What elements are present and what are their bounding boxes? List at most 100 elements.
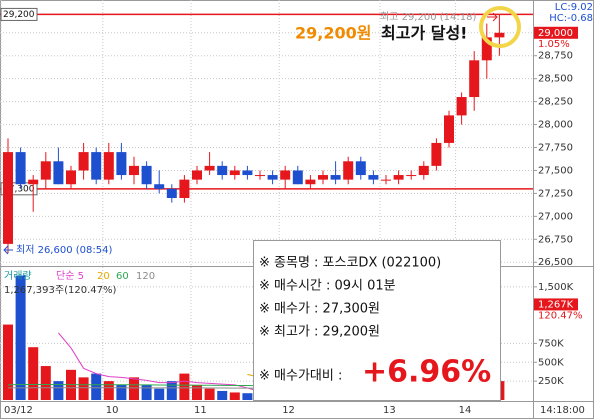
y-tick-label: 250K	[538, 376, 564, 387]
candle-body	[204, 165, 215, 171]
y-tick-label: 27,750	[538, 143, 573, 154]
candle-body	[129, 165, 139, 176]
info-box	[253, 240, 501, 401]
plot: 26,500 26,750 27,000 27,250 27,500 27,750 28,0…	[0, 0, 583, 416]
volume-bar	[242, 393, 253, 400]
candle-body	[116, 152, 127, 176]
candle-body	[456, 97, 467, 116]
volume-bar	[28, 347, 39, 400]
time-label: 14:18:00	[540, 405, 585, 416]
low-arrow	[3, 245, 13, 255]
y-tick-label: 26,500	[538, 257, 573, 268]
info-line: ※ 매수가대비 :	[259, 369, 342, 384]
candle-body	[494, 32, 505, 38]
candle-body	[469, 60, 480, 98]
x-tick-label: 12	[282, 405, 295, 416]
y-tick-label: 28,000	[538, 120, 573, 131]
info-line: ※ 종목명 : 포스코DX (022100)	[259, 256, 441, 271]
legend-entry: 단순 5	[56, 270, 84, 282]
candle-body	[3, 152, 13, 244]
candle-body	[481, 37, 492, 61]
candle-body	[318, 175, 328, 180]
reference-label: 27,300	[3, 184, 35, 194]
legend-entry: 60	[116, 271, 129, 282]
x-tick-label: 14	[459, 405, 472, 416]
candle-body	[229, 170, 240, 176]
high-note: 최고 29,200 (14:18)	[380, 11, 476, 23]
candle-body	[192, 170, 202, 180]
high-arrow	[487, 12, 498, 22]
volume-bar	[217, 390, 228, 400]
volume-badge	[534, 298, 578, 311]
candle-body	[78, 152, 89, 171]
candle-body	[28, 179, 39, 185]
y-tick-label: 750K	[538, 338, 564, 349]
candle-body	[15, 152, 26, 185]
candle-body	[393, 175, 404, 180]
volume-bar	[204, 388, 215, 400]
y-tick-label: 500K	[538, 357, 564, 368]
highlight-circle	[479, 6, 521, 48]
volume-bar	[40, 366, 51, 400]
x-tick-label: 03/12	[4, 405, 33, 416]
volume-bar	[103, 381, 114, 400]
candle-body	[179, 179, 190, 198]
x-tick-label: 11	[194, 405, 207, 416]
candle-body	[368, 175, 379, 180]
volume-bar	[179, 373, 190, 400]
candle-body	[330, 175, 341, 180]
low-note: 최저 26,600 (08:54)	[16, 244, 112, 256]
y-tick-label: 1,500K	[538, 282, 574, 293]
change-label: 1.05%	[538, 39, 570, 50]
candle-body	[154, 184, 165, 189]
return-label: +6.96%	[362, 355, 491, 390]
candle-body	[141, 165, 152, 185]
ratio-label: 120.47%	[538, 310, 583, 321]
candle-body	[267, 175, 278, 180]
candle-body	[255, 175, 265, 177]
candle-body	[217, 165, 228, 176]
volume-bar	[116, 384, 127, 400]
x-tick-label: 10	[106, 405, 119, 416]
candle-body	[305, 179, 316, 185]
y-tick-label: 27,500	[538, 165, 573, 176]
candle-body	[418, 165, 429, 176]
y-tick-label: 28,250	[538, 97, 573, 108]
info-line: ※ 매수가 : 27,300원	[259, 302, 380, 317]
candle-body	[103, 152, 114, 180]
reference-tag	[0, 7, 38, 21]
volume-bar	[53, 381, 64, 400]
candle-body	[355, 161, 366, 176]
volume-bar	[129, 377, 139, 400]
candle-body	[381, 179, 391, 181]
volume-bar	[3, 324, 13, 400]
volume-bar	[154, 388, 165, 400]
candle-body	[343, 161, 354, 180]
candle-body	[431, 142, 442, 166]
volume-bar	[192, 384, 202, 400]
info-line: ※ 매수시간 : 09시 01분	[259, 279, 396, 294]
indicator: LC:9.02	[555, 2, 593, 13]
candle-body	[406, 175, 417, 177]
indicator: HC:-0.68	[549, 13, 593, 24]
candle-body	[66, 170, 76, 185]
legend-subtitle: 1,267,393주(120.47%)	[4, 285, 116, 296]
volume-bar	[15, 275, 26, 400]
callout-text: 최고가 달성!	[381, 24, 467, 43]
legend-entry: 20	[97, 271, 110, 282]
volume-bar	[166, 381, 177, 400]
legend-entry: 120	[136, 271, 155, 282]
volume-badge-label: 1,267K	[538, 299, 574, 310]
candle-body	[166, 188, 177, 198]
x-tick-label: 13	[383, 405, 396, 416]
price-badge	[534, 26, 578, 39]
price-badge-label: 29,000	[538, 28, 573, 39]
callout-price: 29,200원	[295, 24, 371, 43]
volume-bar	[78, 377, 89, 400]
y-tick-label: 26,750	[538, 234, 573, 245]
y-tick-label: 28,500	[538, 74, 573, 85]
candle-body	[280, 170, 291, 180]
volume-bar	[229, 392, 240, 400]
volume-bar	[91, 373, 102, 400]
